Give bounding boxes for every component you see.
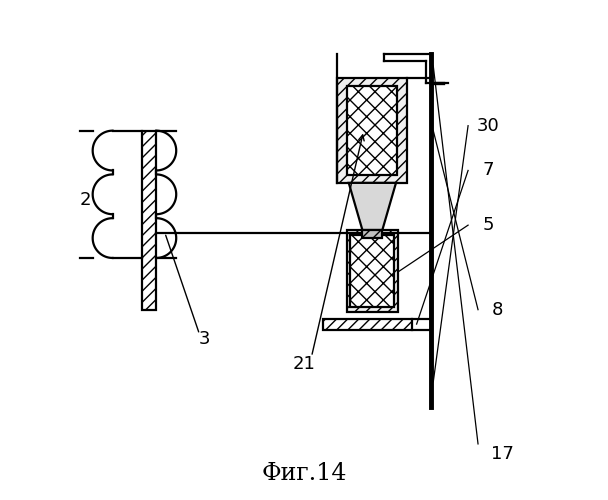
Text: 3: 3 bbox=[199, 330, 210, 348]
Text: Фиг.14: Фиг.14 bbox=[261, 462, 347, 485]
Text: 7: 7 bbox=[482, 162, 494, 180]
Polygon shape bbox=[349, 183, 396, 230]
Text: 2: 2 bbox=[80, 192, 91, 210]
Bar bbox=[323, 318, 412, 330]
Text: 30: 30 bbox=[477, 116, 499, 134]
Bar bbox=[142, 130, 156, 310]
Bar bbox=[337, 78, 407, 183]
Bar bbox=[347, 86, 398, 176]
Text: 21: 21 bbox=[292, 356, 316, 374]
Bar bbox=[347, 230, 398, 312]
Text: 5: 5 bbox=[482, 216, 494, 234]
Bar bbox=[362, 230, 382, 237]
Bar bbox=[350, 235, 394, 307]
Text: 17: 17 bbox=[491, 445, 514, 463]
Text: 8: 8 bbox=[492, 300, 503, 318]
